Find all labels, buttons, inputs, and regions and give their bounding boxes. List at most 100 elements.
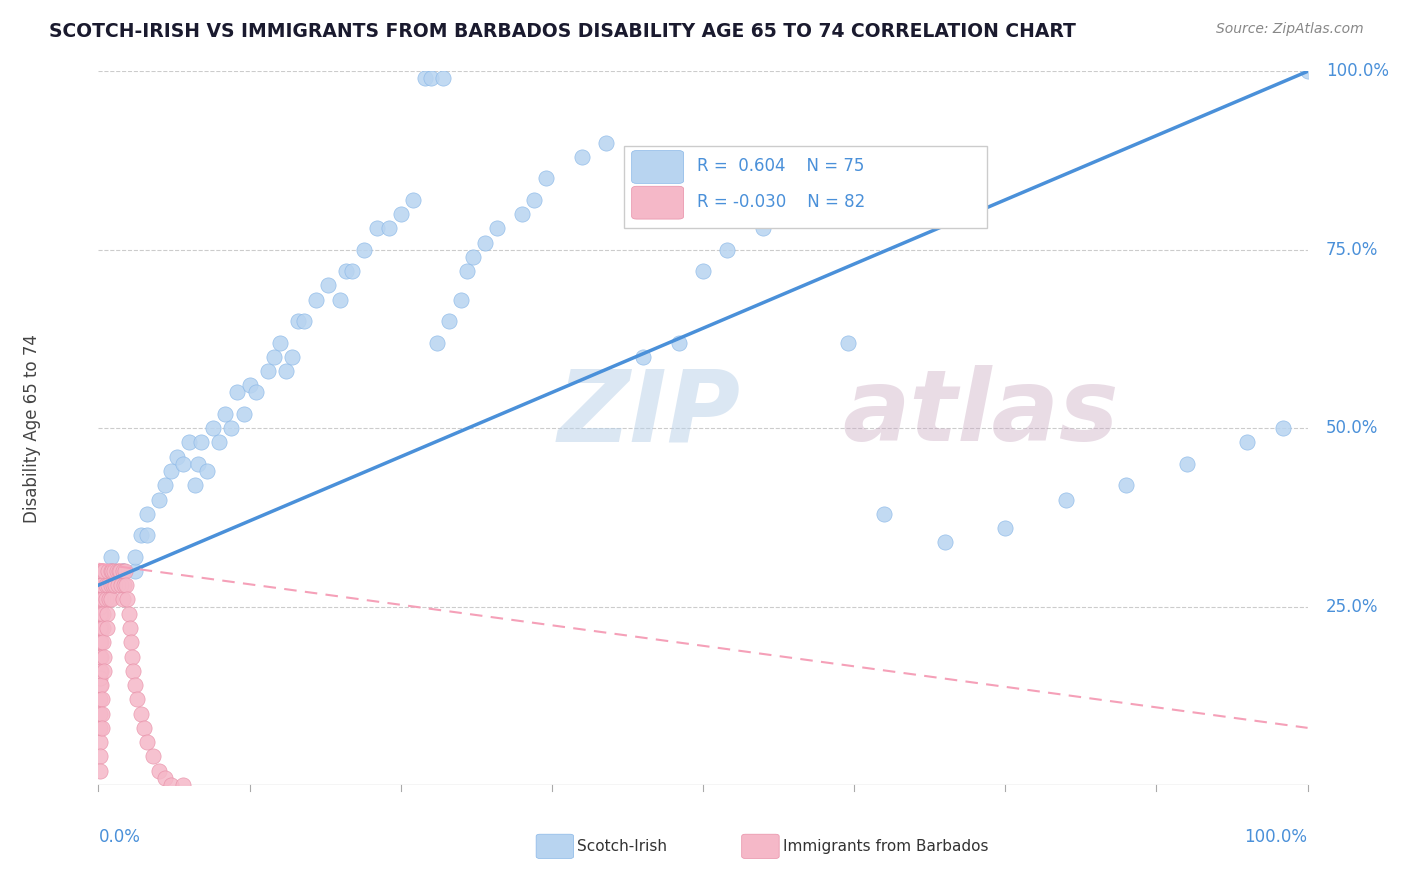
Point bbox=[752, 221, 775, 235]
Point bbox=[90, 578, 112, 592]
Point bbox=[934, 535, 956, 549]
Point bbox=[93, 564, 115, 578]
Point bbox=[100, 549, 122, 564]
Point bbox=[118, 621, 141, 635]
Point bbox=[994, 521, 1017, 535]
FancyBboxPatch shape bbox=[631, 151, 683, 184]
Point bbox=[89, 621, 111, 635]
Point bbox=[90, 564, 112, 578]
Point bbox=[122, 664, 145, 678]
Point bbox=[91, 607, 114, 621]
Point bbox=[105, 564, 128, 578]
Text: Disability Age 65 to 74: Disability Age 65 to 74 bbox=[22, 334, 41, 523]
Text: Source: ZipAtlas.com: Source: ZipAtlas.com bbox=[1216, 22, 1364, 37]
Point bbox=[91, 621, 114, 635]
Point bbox=[426, 335, 449, 350]
Point bbox=[353, 243, 375, 257]
Point bbox=[510, 207, 533, 221]
Point bbox=[115, 578, 138, 592]
Point bbox=[89, 671, 111, 685]
Point bbox=[153, 478, 176, 492]
Point bbox=[166, 450, 188, 464]
Text: atlas: atlas bbox=[842, 366, 1119, 462]
Text: R =  0.604    N = 75: R = 0.604 N = 75 bbox=[697, 157, 865, 175]
Point bbox=[100, 592, 122, 607]
Point bbox=[190, 435, 212, 450]
Point bbox=[179, 435, 201, 450]
Point bbox=[274, 364, 297, 378]
Point bbox=[1175, 457, 1198, 471]
Point bbox=[98, 592, 121, 607]
Point bbox=[90, 578, 112, 592]
Point bbox=[631, 350, 654, 364]
Point bbox=[94, 592, 117, 607]
Point bbox=[873, 507, 896, 521]
Point bbox=[91, 721, 114, 735]
Point bbox=[100, 564, 122, 578]
FancyBboxPatch shape bbox=[624, 146, 987, 228]
Point bbox=[420, 71, 443, 86]
Point bbox=[90, 621, 112, 635]
Point bbox=[813, 207, 835, 221]
Point bbox=[172, 778, 194, 792]
Point bbox=[91, 635, 114, 649]
Text: 100.0%: 100.0% bbox=[1244, 828, 1308, 846]
Point bbox=[117, 592, 139, 607]
Point bbox=[90, 664, 112, 678]
Point bbox=[1296, 64, 1319, 78]
Point bbox=[104, 578, 127, 592]
Point bbox=[97, 578, 120, 592]
Point bbox=[91, 564, 114, 578]
Point bbox=[90, 649, 112, 664]
Point bbox=[89, 735, 111, 749]
Point bbox=[595, 136, 617, 150]
Point bbox=[111, 592, 134, 607]
Point bbox=[103, 564, 125, 578]
Text: Scotch-Irish: Scotch-Irish bbox=[578, 838, 668, 854]
Point bbox=[89, 764, 111, 778]
Point bbox=[89, 678, 111, 692]
Point bbox=[450, 293, 472, 307]
Point bbox=[90, 678, 112, 692]
Point bbox=[107, 578, 129, 592]
Point bbox=[402, 193, 425, 207]
Text: 0.0%: 0.0% bbox=[98, 828, 141, 846]
Text: 75.0%: 75.0% bbox=[1326, 241, 1378, 259]
Point bbox=[91, 692, 114, 706]
Point bbox=[89, 599, 111, 614]
Point bbox=[263, 350, 285, 364]
Point bbox=[571, 150, 593, 164]
Point bbox=[100, 578, 122, 592]
Point bbox=[108, 564, 131, 578]
Point bbox=[89, 664, 111, 678]
Point bbox=[90, 607, 112, 621]
Point bbox=[287, 314, 309, 328]
Point bbox=[486, 221, 509, 235]
Point bbox=[256, 364, 278, 378]
Point bbox=[111, 564, 134, 578]
Point bbox=[214, 407, 236, 421]
Point bbox=[377, 221, 399, 235]
Point bbox=[148, 492, 170, 507]
Point bbox=[93, 649, 115, 664]
Point bbox=[135, 507, 157, 521]
Point bbox=[124, 678, 146, 692]
Point bbox=[221, 421, 243, 435]
Point bbox=[523, 193, 546, 207]
Point bbox=[97, 564, 120, 578]
Point bbox=[389, 207, 412, 221]
Point bbox=[160, 464, 183, 478]
Point bbox=[474, 235, 496, 250]
Point bbox=[100, 564, 122, 578]
Point bbox=[96, 621, 118, 635]
Point bbox=[91, 578, 114, 592]
Point bbox=[226, 385, 249, 400]
Point bbox=[111, 564, 134, 578]
Point bbox=[124, 549, 146, 564]
Point bbox=[534, 171, 557, 186]
Point bbox=[91, 592, 114, 607]
Point bbox=[1272, 421, 1295, 435]
Point bbox=[692, 264, 714, 278]
Point bbox=[148, 764, 170, 778]
FancyBboxPatch shape bbox=[742, 834, 779, 858]
